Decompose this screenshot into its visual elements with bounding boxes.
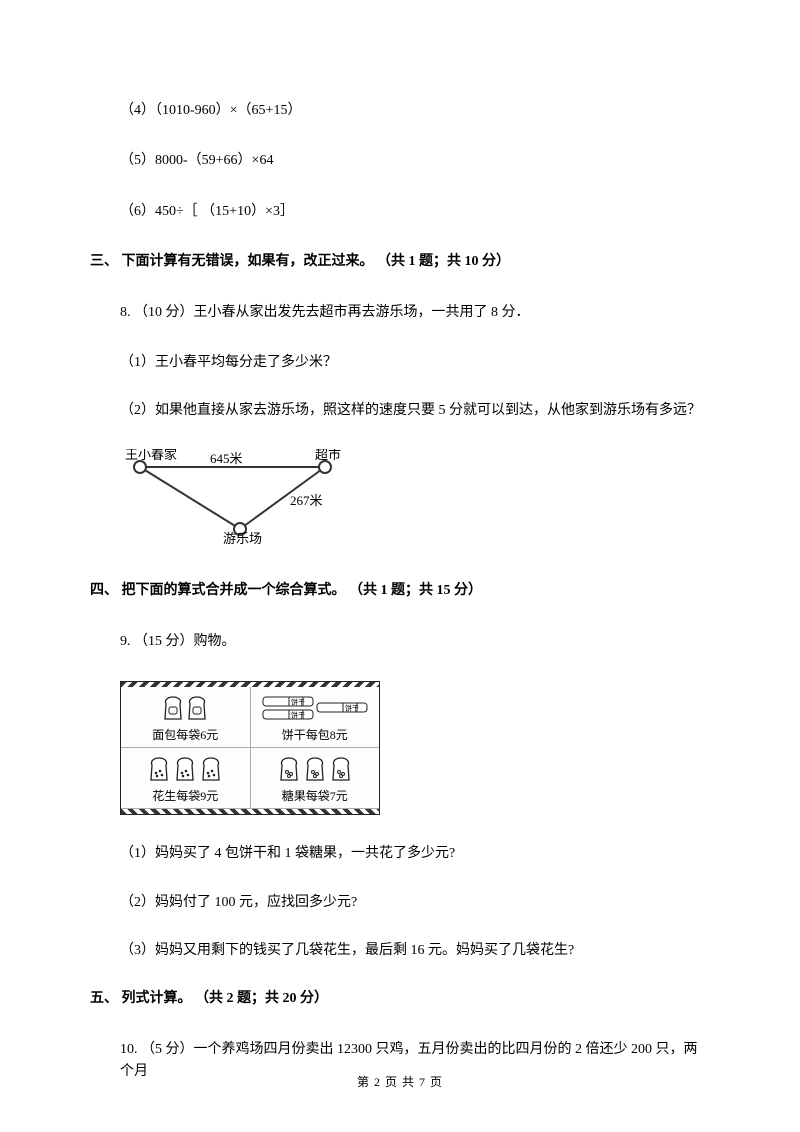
candy-bag-icon bbox=[278, 756, 300, 782]
biscuit-icon: 饼干 bbox=[316, 702, 368, 713]
section3-heading: 三、 下面计算有无错误，如果有，改正过来。 （共 1 题；共 10 分） bbox=[90, 251, 710, 273]
dist2-label: 267米 bbox=[290, 493, 323, 508]
shop-biscuit-cell: 饼干 饼干 饼干 饼干每包8元 bbox=[251, 687, 380, 747]
svg-text:饼干: 饼干 bbox=[291, 710, 305, 719]
problem-item: （6）450÷［ （15+10）×3］ bbox=[120, 201, 710, 223]
peanut-bag-icon bbox=[148, 756, 170, 782]
candy-bag-icon bbox=[304, 756, 326, 782]
q8-sub1: （1）王小春平均每分走了多少米？ bbox=[120, 352, 710, 374]
dist1-label: 645米 bbox=[210, 451, 243, 466]
peanut-bag-icon bbox=[174, 756, 196, 782]
page-footer: 第 2 页 共 7 页 bbox=[0, 1073, 800, 1092]
bread-bag-icon bbox=[163, 695, 183, 721]
q9-sub2: （2）妈妈付了 100 元，应找回多少元? bbox=[120, 892, 710, 914]
triangle-diagram: 王小春家 超市 游乐场 645米 267米 bbox=[120, 449, 710, 552]
peanut-bag-icon bbox=[200, 756, 222, 782]
problem-item: （4）（1010-960）×（65+15） bbox=[120, 100, 710, 122]
svg-text:饼干: 饼干 bbox=[291, 697, 305, 706]
peanut-label: 花生每袋9元 bbox=[125, 787, 246, 806]
shop-peanut-cell: 花生每袋9元 bbox=[121, 748, 251, 808]
candy-label: 糖果每袋7元 bbox=[255, 787, 376, 806]
playground-label: 游乐场 bbox=[223, 531, 262, 544]
q9-intro: 9. （15 分）购物。 bbox=[120, 631, 710, 653]
shop-bread-cell: 面包每袋6元 bbox=[121, 687, 251, 747]
bread-bag-icon bbox=[187, 695, 207, 721]
candy-bag-icon bbox=[330, 756, 352, 782]
shopping-diagram: 面包每袋6元 饼干 饼干 饼干 饼干每包8元 花生每袋9元 bbox=[120, 681, 380, 815]
section5-heading: 五、 列式计算。 （共 2 题；共 20 分） bbox=[90, 988, 710, 1010]
market-label: 超市 bbox=[315, 449, 341, 462]
biscuit-icon: 饼干 bbox=[262, 709, 314, 720]
q8-sub2: （2）如果他直接从家去游乐场，照这样的速度只要 5 分就可以到达，从他家到游乐场… bbox=[120, 400, 710, 422]
biscuit-icon: 饼干 bbox=[262, 696, 314, 707]
home-label: 王小春家 bbox=[125, 449, 177, 462]
bread-label: 面包每袋6元 bbox=[125, 726, 246, 745]
biscuit-label: 饼干每包8元 bbox=[255, 726, 376, 745]
svg-text:饼干: 饼干 bbox=[345, 704, 359, 713]
q9-sub3: （3）妈妈又用剩下的钱买了几袋花生，最后剩 16 元。妈妈买了几袋花生? bbox=[120, 940, 710, 962]
q8-intro: 8. （10 分）王小春从家出发先去超市再去游乐场，一共用了 8 分． bbox=[120, 302, 710, 324]
q9-sub1: （1）妈妈买了 4 包饼干和 1 袋糖果，一共花了多少元? bbox=[120, 843, 710, 865]
section4-heading: 四、 把下面的算式合并成一个综合算式。 （共 1 题；共 15 分） bbox=[90, 580, 710, 602]
problem-item: （5）8000-（59+66）×64 bbox=[120, 150, 710, 172]
shop-candy-cell: 糖果每袋7元 bbox=[251, 748, 380, 808]
